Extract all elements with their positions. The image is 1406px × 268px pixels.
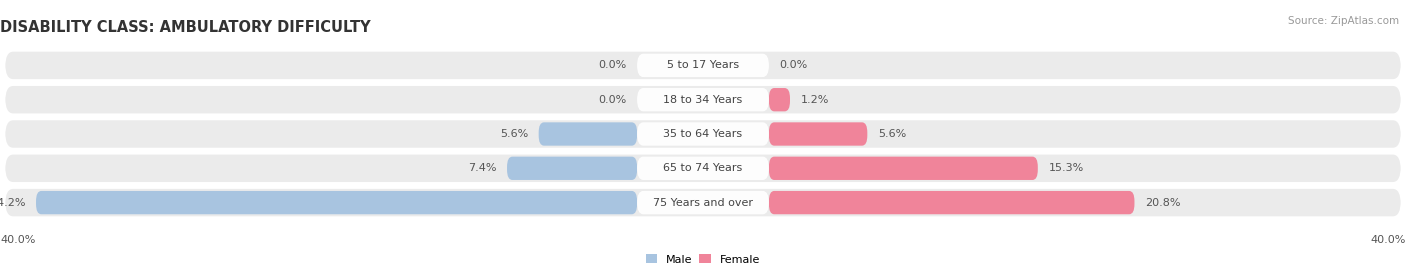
FancyBboxPatch shape bbox=[769, 122, 868, 146]
Text: 15.3%: 15.3% bbox=[1049, 163, 1084, 173]
FancyBboxPatch shape bbox=[508, 157, 637, 180]
FancyBboxPatch shape bbox=[37, 191, 637, 214]
Text: 34.2%: 34.2% bbox=[0, 198, 25, 208]
Text: DISABILITY CLASS: AMBULATORY DIFFICULTY: DISABILITY CLASS: AMBULATORY DIFFICULTY bbox=[0, 20, 371, 35]
Text: 5 to 17 Years: 5 to 17 Years bbox=[666, 60, 740, 70]
Legend: Male, Female: Male, Female bbox=[641, 250, 765, 268]
FancyBboxPatch shape bbox=[538, 122, 637, 146]
Text: 20.8%: 20.8% bbox=[1144, 198, 1181, 208]
Text: 5.6%: 5.6% bbox=[877, 129, 905, 139]
Text: 1.2%: 1.2% bbox=[800, 95, 830, 105]
FancyBboxPatch shape bbox=[769, 191, 1135, 214]
FancyBboxPatch shape bbox=[6, 120, 1400, 148]
FancyBboxPatch shape bbox=[637, 191, 769, 214]
Text: 35 to 64 Years: 35 to 64 Years bbox=[664, 129, 742, 139]
FancyBboxPatch shape bbox=[6, 52, 1400, 79]
Text: 75 Years and over: 75 Years and over bbox=[652, 198, 754, 208]
Text: Source: ZipAtlas.com: Source: ZipAtlas.com bbox=[1288, 16, 1399, 26]
FancyBboxPatch shape bbox=[6, 86, 1400, 113]
FancyBboxPatch shape bbox=[637, 88, 769, 111]
Text: 0.0%: 0.0% bbox=[779, 60, 807, 70]
Text: 40.0%: 40.0% bbox=[1371, 235, 1406, 245]
Text: 40.0%: 40.0% bbox=[0, 235, 35, 245]
Text: 65 to 74 Years: 65 to 74 Years bbox=[664, 163, 742, 173]
FancyBboxPatch shape bbox=[637, 122, 769, 146]
FancyBboxPatch shape bbox=[6, 189, 1400, 216]
Text: 5.6%: 5.6% bbox=[501, 129, 529, 139]
Text: 0.0%: 0.0% bbox=[599, 95, 627, 105]
FancyBboxPatch shape bbox=[6, 155, 1400, 182]
FancyBboxPatch shape bbox=[637, 54, 769, 77]
FancyBboxPatch shape bbox=[637, 157, 769, 180]
Text: 7.4%: 7.4% bbox=[468, 163, 496, 173]
Text: 18 to 34 Years: 18 to 34 Years bbox=[664, 95, 742, 105]
FancyBboxPatch shape bbox=[769, 88, 790, 111]
Text: 0.0%: 0.0% bbox=[599, 60, 627, 70]
FancyBboxPatch shape bbox=[769, 157, 1038, 180]
